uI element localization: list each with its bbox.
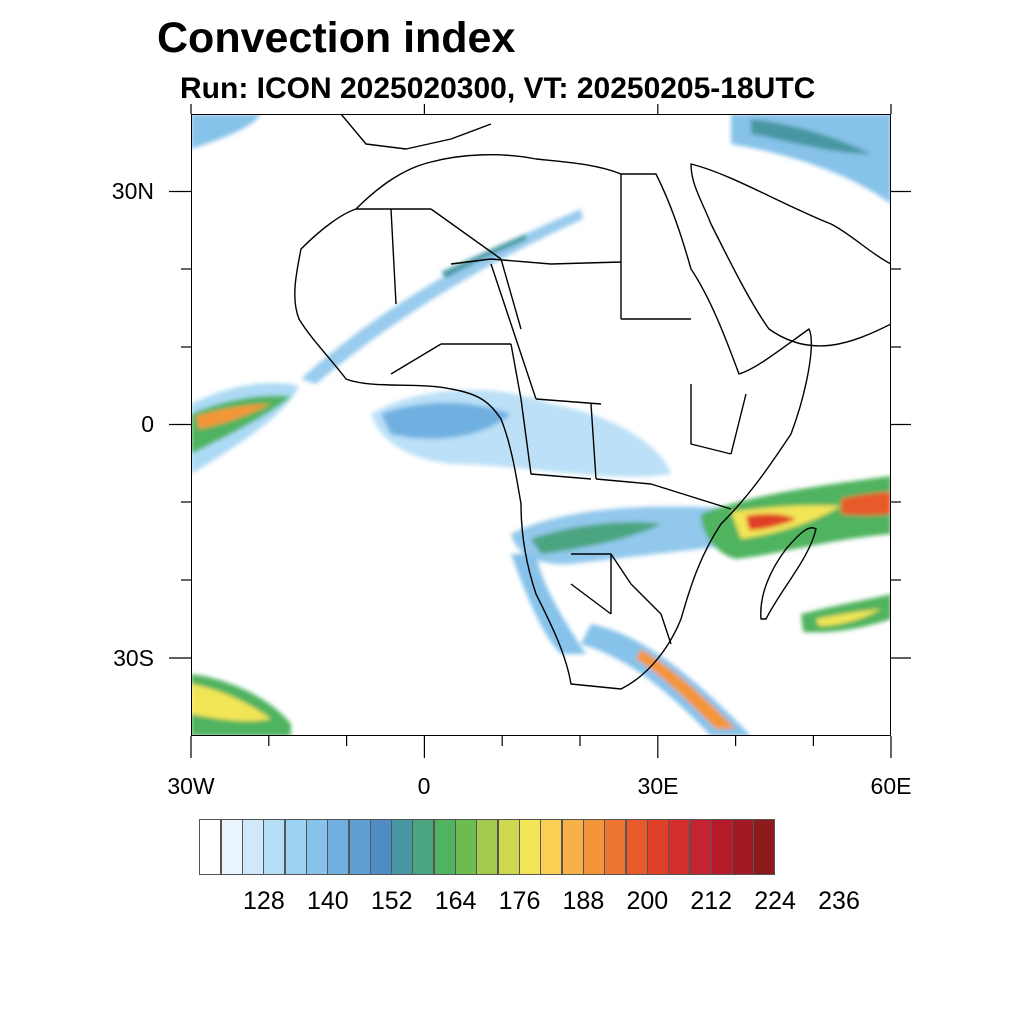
colorbar-swatch	[412, 819, 435, 875]
colorbar-swatch	[369, 819, 392, 875]
band-equatorial-atlantic-core	[191, 395, 291, 454]
madagascar-coast	[760, 527, 817, 620]
lat-label-0: 0	[141, 411, 154, 437]
colorbar-swatch	[689, 819, 712, 875]
colorbar-swatch	[199, 819, 222, 875]
chart-title: Convection index	[157, 14, 516, 62]
colorbar-swatch	[668, 819, 691, 875]
colorbar-label: 176	[498, 887, 541, 915]
colorbar-swatch	[284, 819, 307, 875]
colorbar-swatch	[476, 819, 499, 875]
colorbar-label: 224	[754, 887, 796, 915]
colorbar-label: 164	[434, 887, 477, 915]
band-northeast-core	[751, 119, 871, 154]
band-southern-africa-core	[531, 522, 661, 554]
colorbar-swatch	[241, 819, 264, 875]
colorbar-swatch	[348, 819, 371, 875]
colorbar-label: 152	[370, 887, 413, 915]
band-mozambique-peak	[746, 513, 796, 530]
band-sahara-core	[441, 234, 526, 278]
lon-label-0: 0	[417, 773, 431, 799]
colorbar-swatch	[263, 819, 286, 875]
band-south-madagascar-core	[816, 609, 881, 626]
colorbar-swatch	[625, 819, 648, 875]
convection-field	[191, 114, 891, 736]
band-namibia-coast	[511, 554, 586, 654]
iberia-coast	[340, 114, 492, 150]
colorbar-swatch	[391, 819, 414, 875]
colorbar-swatch	[540, 819, 563, 875]
band-south-africa-core	[636, 649, 736, 729]
coastlines-and-borders	[294, 114, 891, 690]
colorbar-swatch	[753, 819, 776, 875]
field-congo-core	[381, 402, 511, 439]
colorbar-swatch	[220, 819, 243, 875]
arabia-coast	[690, 163, 891, 347]
colorbar-swatch	[646, 819, 669, 875]
band-sw-atlantic-core	[191, 684, 271, 722]
colorbar-swatch	[604, 819, 627, 875]
band-equatorial-atlantic-peak	[196, 404, 271, 429]
band-east-peak	[841, 492, 891, 516]
lat-label-30s: 30S	[113, 645, 154, 671]
colorbar-label: 212	[690, 887, 733, 915]
lon-label-30w: 30W	[167, 773, 215, 799]
colorbar-label: 140	[306, 887, 349, 915]
africa-coastline	[294, 154, 812, 690]
lon-label-30e: 30E	[637, 773, 679, 799]
colorbar-label: 236	[818, 887, 860, 915]
colorbar-swatch	[455, 819, 478, 875]
colorbar-label: 128	[243, 887, 285, 915]
colorbar-swatch	[327, 819, 350, 875]
lon-label-60e: 60E	[870, 773, 912, 799]
colorbar-label: 200	[626, 887, 669, 915]
colorbar-swatch	[497, 819, 520, 875]
colorbar-swatch	[519, 819, 541, 875]
band-sahara	[301, 209, 583, 384]
colorbar	[199, 819, 776, 875]
colorbar-swatch	[305, 819, 328, 875]
colorbar-swatch	[710, 819, 733, 875]
border-lines	[356, 174, 747, 645]
band-northwest	[191, 114, 261, 149]
colorbar-swatch	[732, 819, 755, 875]
chart-subtitle: Run: ICON 2025020300, VT: 20250205-18UTC	[180, 72, 816, 105]
map-area	[191, 114, 891, 736]
colorbar-swatch	[582, 819, 605, 875]
colorbar-swatch	[433, 819, 456, 875]
colorbar-swatch	[561, 819, 584, 875]
colorbar-label: 188	[562, 887, 605, 915]
band-south-madagascar	[801, 594, 891, 633]
convection-map	[191, 114, 891, 736]
lat-label-30n: 30N	[111, 178, 154, 204]
